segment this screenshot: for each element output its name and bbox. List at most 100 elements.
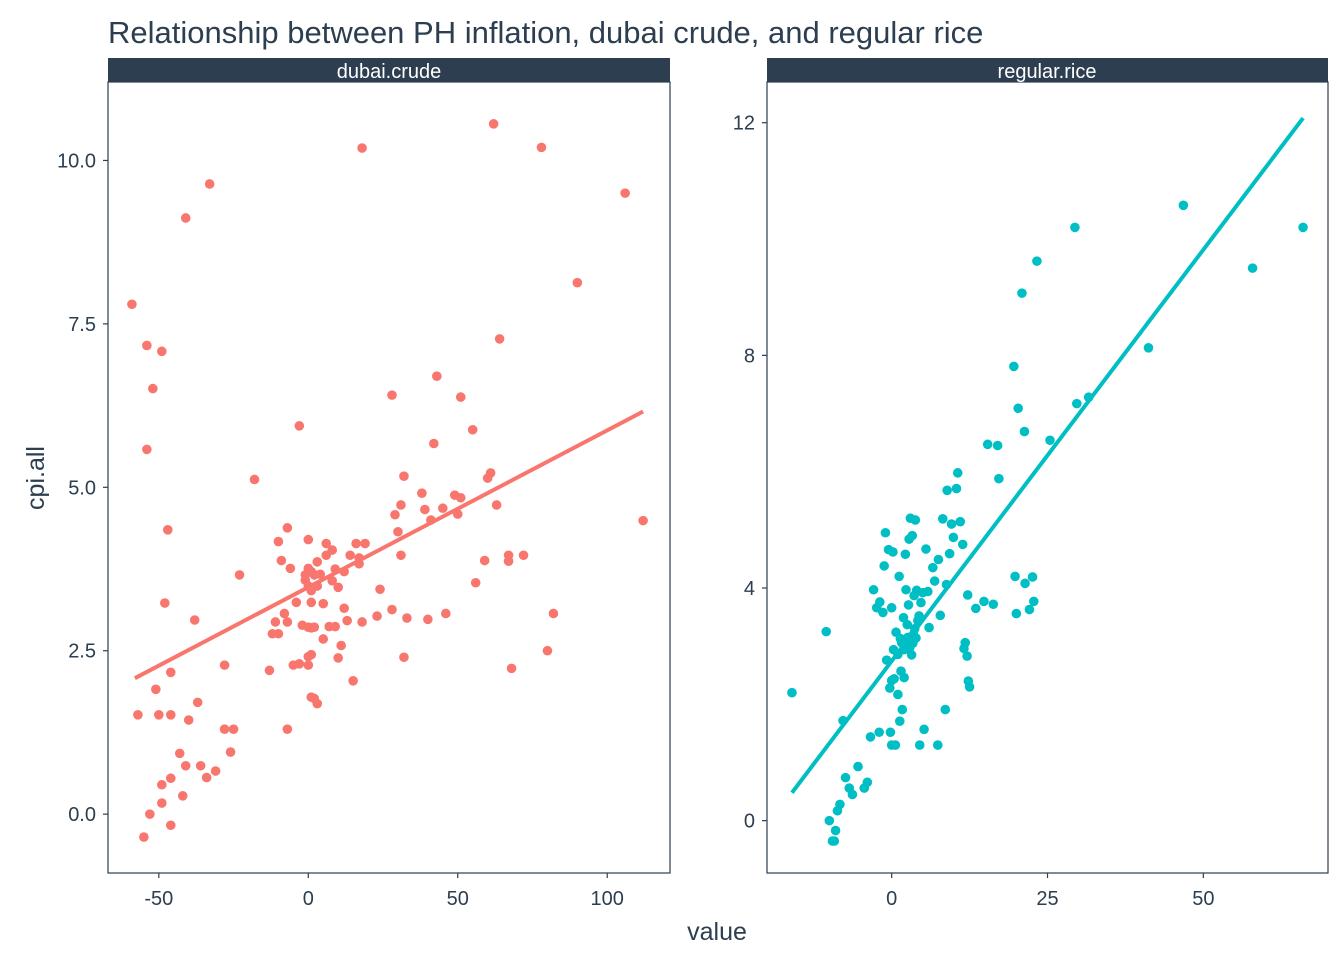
data-point (348, 676, 358, 686)
y-tick-label: 0 (744, 811, 755, 833)
data-point (957, 539, 968, 550)
data-point (988, 599, 999, 610)
data-point (282, 724, 293, 734)
data-point (318, 598, 329, 609)
panel-regular-rice: regular.rice 0 4 8 12 0 25 50 (733, 58, 1329, 910)
data-point (485, 468, 496, 478)
facet-strip-label: regular.rice (998, 61, 1097, 83)
data-point (874, 727, 884, 738)
data-point (1009, 361, 1019, 372)
data-point (342, 615, 352, 626)
data-point (249, 474, 260, 485)
data-point (853, 761, 863, 772)
data-point (396, 550, 406, 561)
data-point (868, 584, 879, 595)
data-point (885, 727, 896, 738)
data-point (330, 621, 340, 632)
data-point (142, 340, 152, 351)
data-point (180, 760, 191, 771)
trend-line (790, 116, 1305, 794)
data-point (494, 334, 505, 344)
data-point (518, 550, 529, 561)
trend-line-group (133, 409, 645, 680)
data-point (157, 798, 167, 808)
data-point (933, 554, 944, 565)
data-point (360, 538, 370, 549)
data-point (878, 607, 888, 618)
data-point (306, 597, 317, 608)
x-tick-label: 50 (447, 888, 469, 910)
data-point (884, 683, 895, 693)
data-point (201, 772, 212, 783)
data-point (157, 346, 167, 357)
data-point (127, 299, 137, 310)
data-point (264, 665, 275, 676)
facet-strip (767, 58, 1328, 82)
data-point (234, 570, 245, 580)
data-point (294, 421, 305, 431)
data-point (937, 513, 948, 524)
x-tick-label: 50 (1192, 888, 1214, 910)
data-point (890, 740, 901, 750)
data-point (192, 697, 203, 708)
data-point (875, 597, 885, 607)
data-point (219, 660, 230, 670)
data-point (423, 614, 433, 625)
data-point (282, 617, 293, 627)
data-point (893, 689, 903, 700)
data-point (455, 492, 466, 503)
data-point (1020, 578, 1030, 589)
y-tick-label: 8 (744, 345, 755, 367)
y-tick-label: 12 (733, 113, 755, 135)
data-point (506, 663, 517, 674)
chart-title: Relationship between PH inflation, dubai… (108, 15, 983, 50)
data-point (357, 143, 367, 153)
data-point (1011, 608, 1022, 619)
data-point (1178, 200, 1189, 211)
data-point (417, 488, 427, 498)
data-point (902, 619, 913, 630)
data-point (165, 667, 176, 678)
data-point (375, 584, 385, 595)
data-point (429, 438, 439, 449)
x-tick-label: -50 (144, 888, 173, 910)
data-point (880, 527, 891, 538)
data-point (889, 673, 899, 684)
data-point (151, 684, 161, 695)
data-point (923, 586, 933, 597)
data-point (548, 608, 559, 619)
data-point (479, 555, 490, 566)
data-point (312, 557, 323, 567)
data-point (165, 710, 176, 720)
data-point (914, 740, 925, 750)
data-point (387, 604, 397, 615)
data-point (219, 724, 230, 734)
data-point (387, 390, 397, 400)
data-point (620, 188, 630, 198)
data-point (787, 687, 797, 698)
y-axis-title: cpi.all (22, 446, 50, 510)
data-point (339, 603, 349, 614)
data-point (1247, 263, 1258, 273)
data-point (932, 740, 943, 750)
data-point (183, 715, 194, 725)
data-point (1045, 435, 1055, 446)
x-tick-label: 100 (591, 888, 624, 910)
data-point (145, 809, 155, 819)
data-point (907, 530, 918, 541)
data-point (327, 575, 338, 586)
y-tick-label: 0.0 (68, 804, 96, 826)
data-point (165, 773, 176, 784)
data-point (903, 600, 914, 610)
data-point (279, 608, 290, 619)
data-point (911, 633, 921, 643)
data-point (899, 672, 909, 683)
data-point (467, 424, 478, 435)
data-point (315, 569, 326, 580)
data-point (929, 576, 940, 586)
y-tick-label: 4 (744, 578, 755, 600)
data-point (291, 597, 302, 608)
data-point (829, 836, 840, 846)
data-point (177, 791, 188, 801)
